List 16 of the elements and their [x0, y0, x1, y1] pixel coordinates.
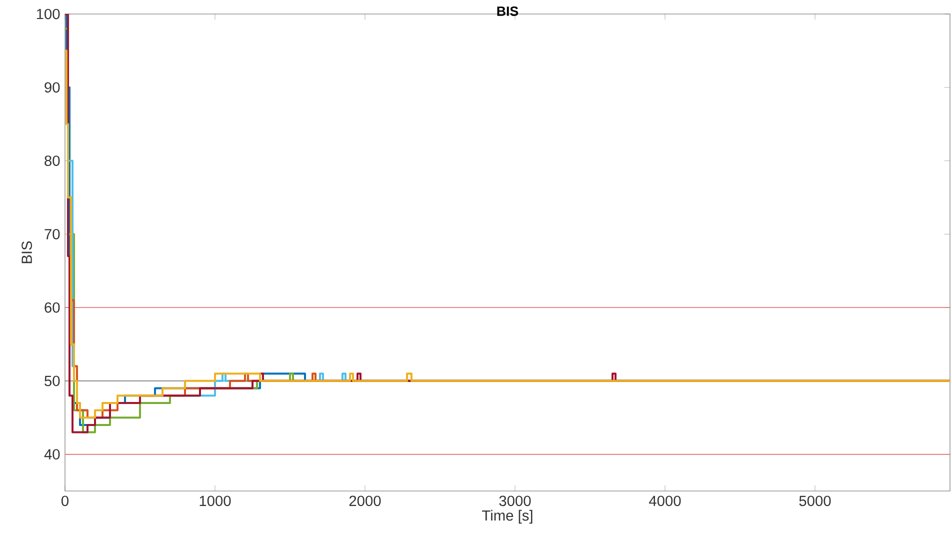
y-tick-label: 90 — [44, 82, 60, 93]
x-tick-label: 4000 — [649, 496, 681, 506]
y-tick-label: 80 — [44, 156, 60, 166]
x-tick-label: 1000 — [200, 496, 231, 506]
x-tick-label: 3000 — [499, 496, 531, 506]
x-tick-label: 2000 — [349, 496, 381, 506]
y-tick-label: 100 — [36, 8, 60, 20]
y-tick-label: 70 — [44, 228, 60, 240]
y-tick-label: 50 — [44, 376, 60, 386]
y-tick-label: 40 — [44, 449, 60, 460]
y-tick-label: 60 — [44, 302, 60, 313]
x-tick-label: 0 — [61, 496, 68, 506]
chart-title: BIS — [497, 6, 518, 16]
x-tick-label: 5000 — [799, 496, 831, 506]
x-axis-title: Time [s] — [482, 510, 532, 524]
y-axis-title: BIS — [22, 241, 32, 264]
